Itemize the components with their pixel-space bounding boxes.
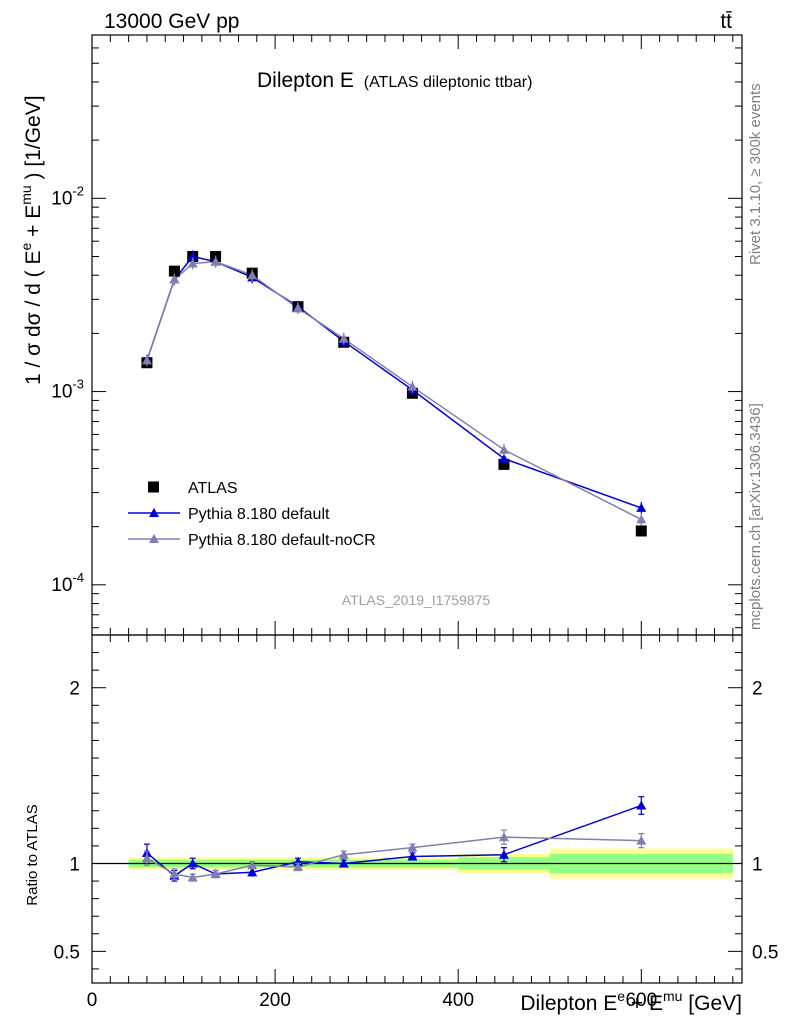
ratio-data-point bbox=[187, 872, 198, 882]
analysis-id-label: ATLAS_2019_I1759875 bbox=[342, 592, 491, 608]
ratio-series-line bbox=[146, 836, 642, 879]
ratio-data-point bbox=[141, 853, 152, 863]
x-tick-label: 0 bbox=[87, 990, 98, 1011]
ratio-data-point bbox=[338, 858, 349, 868]
plot-title: Dilepton E (ATLAS dileptonic ttbar) bbox=[257, 69, 532, 92]
legend-label: ATLAS bbox=[188, 480, 238, 497]
ratio-data-point bbox=[187, 858, 198, 868]
legend-marker bbox=[149, 508, 159, 517]
data-point bbox=[338, 333, 349, 343]
ratio-data-point bbox=[636, 835, 647, 845]
ratio-frame bbox=[91, 634, 743, 984]
ratio-axis-labels: 0.5 0.5 1 1 2 2 0 200 400 600 Ratio to ATLAS Dilept… bbox=[24, 679, 778, 1015]
data-point bbox=[498, 453, 509, 463]
ratio-data-point bbox=[210, 869, 221, 879]
data-point bbox=[141, 355, 152, 365]
ratio-y-tick-label-right: 1 bbox=[752, 854, 763, 875]
ratio-y-tick-label: 2 bbox=[69, 679, 80, 700]
legend-label: Pythia 8.180 default bbox=[188, 506, 330, 523]
mcplots-label: mcplots.cern.ch [arXiv:1306.3436] bbox=[747, 403, 764, 630]
legend: ATLAS Pythia 8.180 default Pythia 8.180 de… bbox=[128, 480, 376, 549]
header-process-label: tt̄ bbox=[720, 10, 732, 33]
data-point bbox=[636, 502, 647, 512]
legend-marker bbox=[148, 481, 159, 493]
x-tick-label: 400 bbox=[442, 990, 474, 1011]
x-axis-label: Dilepton Ee + Emu [GeV] bbox=[520, 988, 742, 1015]
ratio-data-point bbox=[407, 851, 418, 861]
ratio-data-point bbox=[407, 842, 418, 852]
ratio-data-point bbox=[247, 867, 258, 877]
series-line bbox=[146, 260, 642, 521]
ratio-data-point bbox=[292, 862, 303, 871]
main-axis-ticks bbox=[91, 34, 742, 635]
x-tick-label: 200 bbox=[259, 990, 291, 1011]
ratio-data-point bbox=[498, 832, 509, 842]
data-point bbox=[169, 274, 180, 284]
data-point bbox=[635, 525, 647, 537]
data-point bbox=[187, 258, 198, 268]
ratio-axis-ticks bbox=[91, 634, 742, 983]
data-point bbox=[187, 251, 198, 261]
ratio-data-point bbox=[247, 860, 258, 870]
ratio-data-point bbox=[636, 800, 647, 810]
series-line bbox=[146, 255, 642, 509]
data-point bbox=[247, 270, 258, 280]
header-energy-label: 13000 GeV pp bbox=[104, 10, 239, 33]
rivet-label: Rivet 3.1.10, ≥ 300k events bbox=[747, 83, 764, 265]
data-point bbox=[636, 514, 647, 524]
data-point bbox=[407, 381, 418, 391]
data-point bbox=[498, 444, 509, 454]
legend-label: Pythia 8.180 default-noCR bbox=[188, 532, 376, 549]
x-tick-label: 600 bbox=[625, 990, 657, 1011]
ratio-y-tick-label: 1 bbox=[69, 854, 80, 875]
ratio-data-point bbox=[338, 849, 349, 859]
y-axis-label: 1 / σ dσ / d ( Ee + Emu ) [1/GeV] bbox=[18, 95, 45, 385]
y-tick-label: 10-2 bbox=[51, 183, 84, 209]
ratio-y-axis-label: Ratio to ATLAS bbox=[24, 804, 41, 905]
ratio-series-line bbox=[146, 804, 642, 877]
ratio-y-tick-label: 0.5 bbox=[54, 942, 80, 963]
main-data-series bbox=[141, 250, 647, 537]
data-point bbox=[168, 265, 180, 277]
main-axis-labels: 10-2 10-3 10-4 1 / σ dσ / d ( Ee + Emu ) [1… bbox=[18, 95, 84, 595]
data-point bbox=[210, 256, 221, 266]
ratio-y-tick-label-right: 2 bbox=[752, 679, 763, 700]
ratio-data-point bbox=[498, 849, 509, 859]
ratio-data-series bbox=[141, 796, 647, 882]
legend-marker bbox=[149, 534, 159, 543]
ratio-data-point bbox=[169, 869, 180, 879]
ratio-y-tick-label-right: 0.5 bbox=[752, 942, 778, 963]
y-tick-label: 10-3 bbox=[51, 377, 84, 403]
y-tick-label: 10-4 bbox=[51, 570, 84, 596]
data-point bbox=[292, 303, 303, 313]
